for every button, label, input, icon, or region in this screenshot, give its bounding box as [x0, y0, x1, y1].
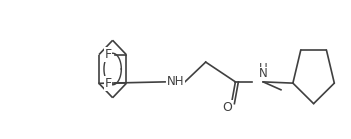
Text: F: F: [104, 48, 112, 61]
Text: H: H: [259, 62, 267, 75]
Text: F: F: [104, 77, 112, 90]
Text: O: O: [223, 101, 232, 114]
Text: N: N: [259, 67, 267, 80]
Text: NH: NH: [167, 75, 185, 88]
